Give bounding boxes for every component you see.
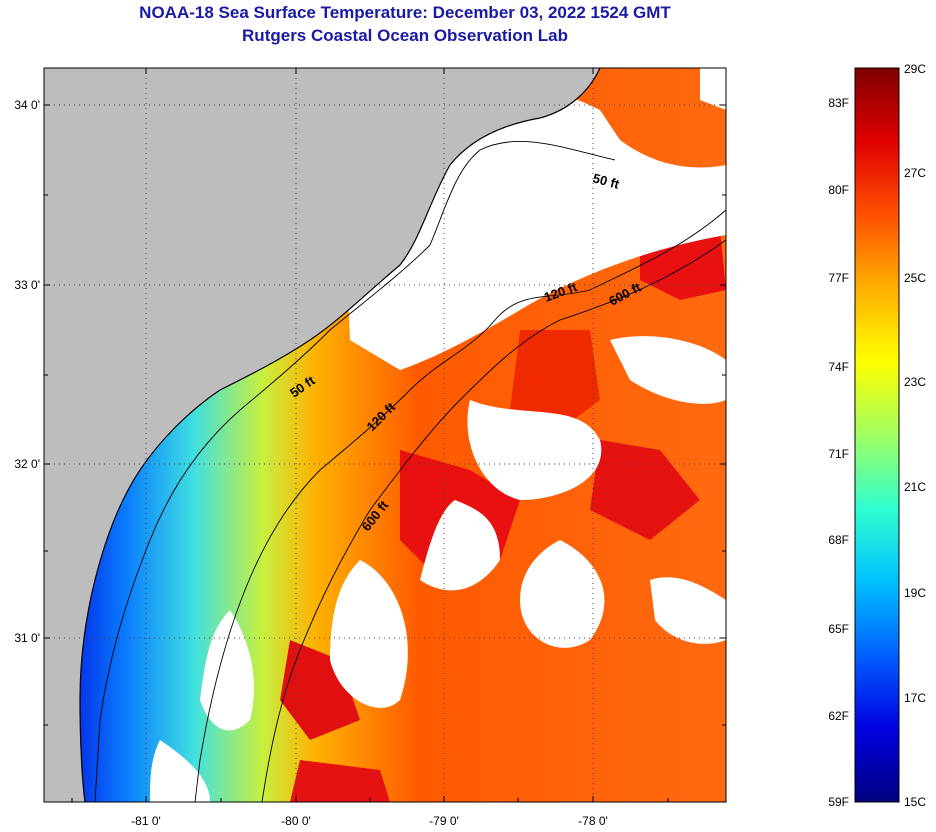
color-bar-gradient xyxy=(854,67,900,803)
map-subtitle: Rutgers Coastal Ocean Observation Lab xyxy=(242,26,568,45)
land-mass xyxy=(44,68,600,802)
colorbar-f-label: 65F xyxy=(828,622,849,636)
colorbar-f-label: 83F xyxy=(828,96,849,110)
lon-tick-label: -79 0' xyxy=(429,814,459,828)
colorbar-c-label: 19C xyxy=(904,586,926,600)
colorbar-f-label: 59F xyxy=(828,795,849,809)
lat-tick-label: 34 0' xyxy=(14,98,40,112)
colorbar-c-label: 21C xyxy=(904,480,926,494)
graticule xyxy=(44,68,726,802)
axis-ticks xyxy=(44,68,726,802)
lon-tick-label: -80 0' xyxy=(281,814,311,828)
colorbar-f-label: 71F xyxy=(828,447,849,461)
colorbar-f-label: 80F xyxy=(828,183,849,197)
contour-50ft xyxy=(94,140,616,802)
colorbar-f-label: 68F xyxy=(828,533,849,547)
colorbar-c-label: 17C xyxy=(904,691,926,705)
colorbar-c-label: 29C xyxy=(904,62,926,76)
lat-tick-label: 31 0' xyxy=(14,631,40,645)
lat-tick-label: 33 0' xyxy=(14,278,40,292)
lon-tick-label: -81 0' xyxy=(131,814,161,828)
map-frame xyxy=(43,67,727,803)
contour-120ft xyxy=(194,209,726,802)
colorbar-c-label: 27C xyxy=(904,166,926,180)
map-field: 50 ft 50 ft 120 ft 120 ft 600 ft 600 ft xyxy=(44,68,726,802)
contour-label: 50 ft xyxy=(591,170,621,192)
lon-tick-label: -78 0' xyxy=(578,814,608,828)
colorbar-f-label: 77F xyxy=(828,271,849,285)
map-title: NOAA-18 Sea Surface Temperature: Decembe… xyxy=(139,3,671,22)
colorbar-f-label: 74F xyxy=(828,360,849,374)
colorbar-f-label: 62F xyxy=(828,709,849,723)
lat-tick-label: 32 0' xyxy=(14,457,40,471)
colorbar-c-label: 25C xyxy=(904,271,926,285)
colorbar-c-label: 15C xyxy=(904,795,926,809)
color-bar: 83F 80F 77F 74F 71F 68F 65F 62F 59F 29C … xyxy=(828,62,926,809)
colorbar-c-label: 23C xyxy=(904,375,926,389)
coastline xyxy=(79,68,601,802)
